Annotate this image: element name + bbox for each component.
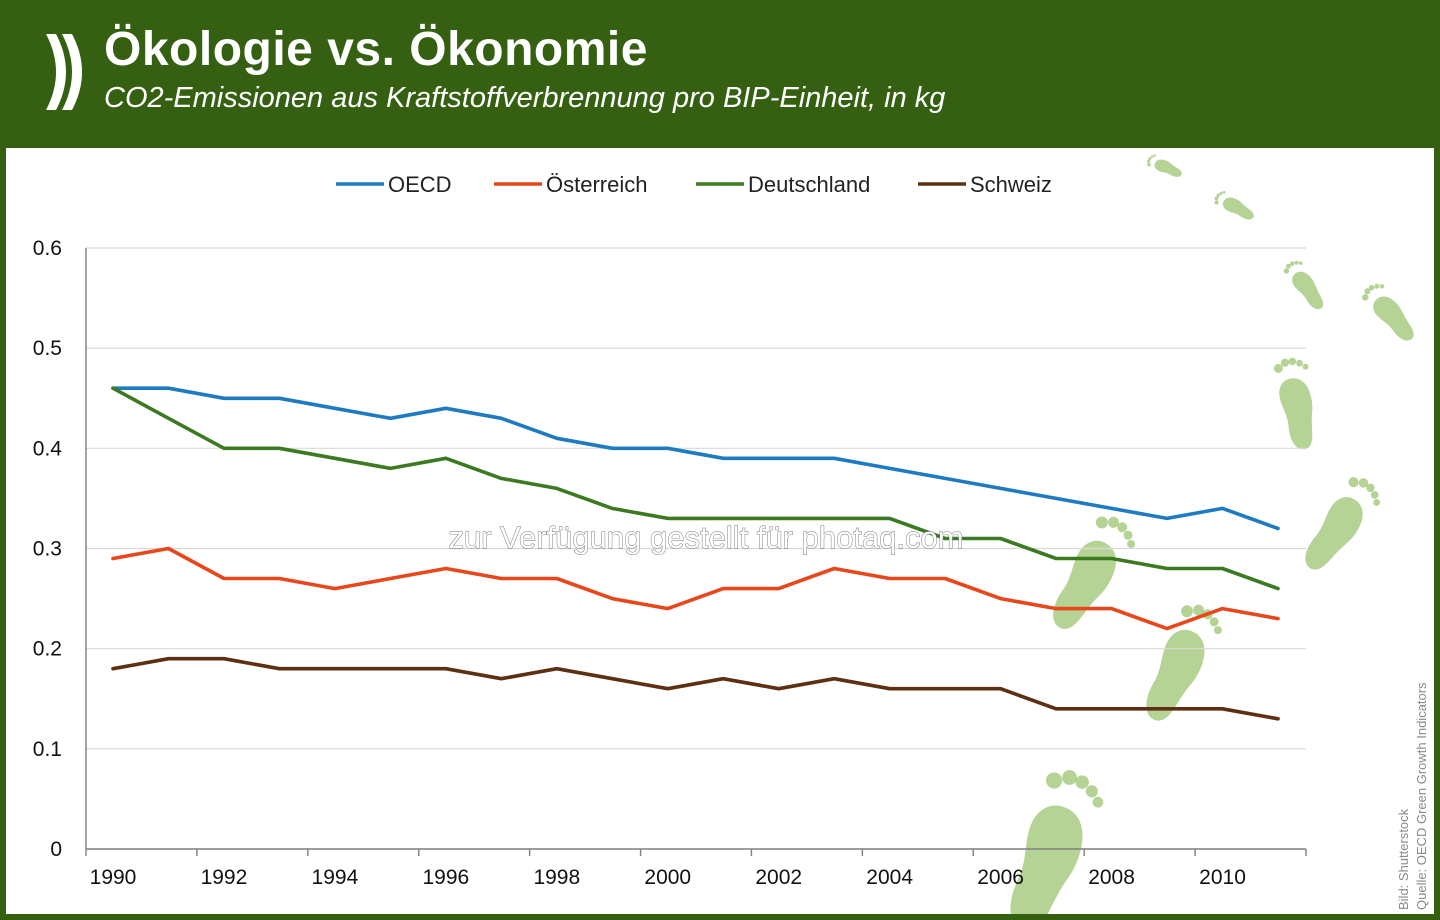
footprint-8 xyxy=(1214,190,1254,220)
y-tick-label: 0.4 xyxy=(33,437,63,460)
footprint-9 xyxy=(1146,154,1182,177)
footprint-decoration xyxy=(1010,154,1414,914)
page-title: Ökologie vs. Ökonomie xyxy=(104,23,648,76)
legend-label: Schweiz xyxy=(970,172,1052,197)
y-tick-label: 0.2 xyxy=(33,638,62,661)
y-tick-label: 0.5 xyxy=(33,337,62,360)
series-line-0 xyxy=(111,386,1280,531)
watermark-text: zur Verfügung gestellt für photaq.com xyxy=(448,520,963,555)
line-chart: 0 0.1 0.2 0.3 0.4 0.5 0.6 1990 1992 1994 1996 1998… xyxy=(33,154,1429,914)
gridlines xyxy=(86,247,1306,750)
x-tick-label: 2010 xyxy=(1199,866,1246,889)
legend-label: Deutschland xyxy=(748,172,870,197)
y-tick-label: 0.3 xyxy=(33,538,62,561)
x-axis-ticks: 1990 1992 1994 1996 1998 2000 2002 2004 2006 2008… xyxy=(85,849,1307,889)
chart-panel: 0 0.1 0.2 0.3 0.4 0.5 0.6 1990 1992 1994 1996 1998… xyxy=(6,148,1434,914)
y-tick-label: 0.1 xyxy=(33,738,62,761)
series-lines xyxy=(111,386,1280,721)
y-axis-ticks: 0 0.1 0.2 0.3 0.4 0.5 0.6 xyxy=(33,237,63,861)
x-tick-label: 2000 xyxy=(644,866,691,889)
y-tick-label: 0.6 xyxy=(33,237,62,260)
footprint-1 xyxy=(1010,770,1104,914)
series-line-1 xyxy=(111,546,1280,631)
x-tick-label: 1992 xyxy=(201,866,248,889)
page-subtitle: CO2-Emissionen aus Kraftstoffverbrennung… xyxy=(104,82,946,114)
footprint-5 xyxy=(1273,357,1313,450)
footprint-3 xyxy=(1053,516,1136,629)
axes xyxy=(85,248,1306,850)
y-tick-label: 0 xyxy=(50,838,62,861)
footprint-6 xyxy=(1362,283,1414,341)
x-tick-label: 2008 xyxy=(1088,866,1135,889)
footprint-7 xyxy=(1283,260,1324,310)
series-line-3 xyxy=(111,656,1280,721)
header-banner: Ökologie vs. Ökonomie CO2-Emissionen aus… xyxy=(0,0,1440,146)
footprint-4 xyxy=(1305,477,1381,570)
image-credit: Bild: Shutterstock xyxy=(1396,808,1411,910)
x-tick-label: 2004 xyxy=(866,866,913,889)
legend-label: OECD xyxy=(388,172,452,197)
x-tick-label: 2002 xyxy=(755,866,802,889)
x-tick-label: 1998 xyxy=(533,866,580,889)
x-tick-label: 2006 xyxy=(977,866,1024,889)
source-credit: Quelle: OECD Green Growth Indicators xyxy=(1414,682,1429,910)
legend: OECD Österreich Deutschland Schweiz xyxy=(336,172,1052,197)
x-tick-label: 1990 xyxy=(90,866,137,889)
series-line-2 xyxy=(111,386,1280,591)
x-tick-label: 1994 xyxy=(312,866,359,889)
oecd-logo-icon xyxy=(46,34,82,110)
legend-label: Österreich xyxy=(546,172,647,197)
x-tick-label: 1996 xyxy=(422,866,469,889)
